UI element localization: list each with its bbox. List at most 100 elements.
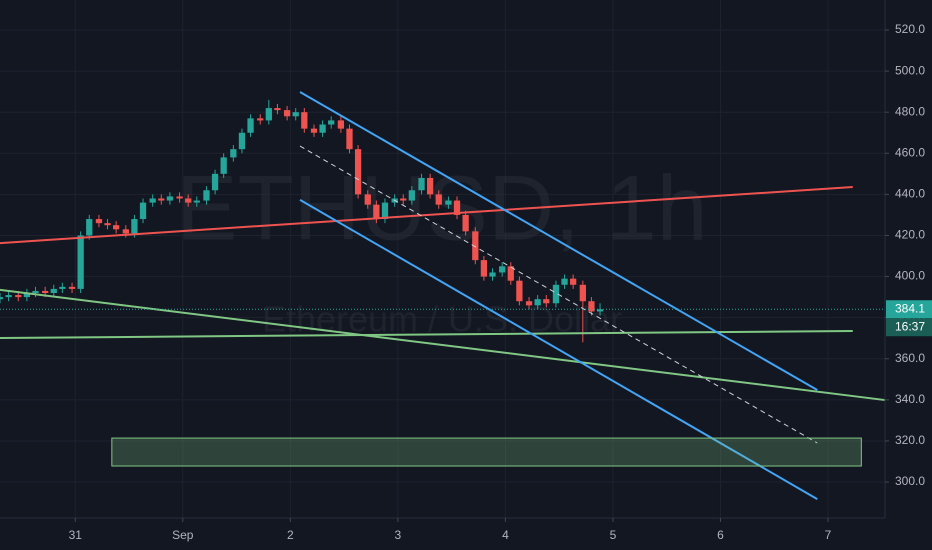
x-tick-label: Sep: [172, 528, 194, 542]
candle-body: [507, 266, 514, 281]
x-tick-label: 6: [717, 528, 724, 542]
candle-body: [247, 118, 254, 133]
candle-body: [472, 231, 479, 261]
zone-rect: [111, 437, 862, 467]
y-tick-label: 320.0: [895, 433, 925, 447]
candle-body: [561, 278, 568, 285]
grid: [0, 0, 885, 518]
candle-body: [193, 200, 200, 203]
y-tick-label: 420.0: [895, 228, 925, 242]
candle-body: [570, 278, 577, 285]
candle-body: [328, 120, 335, 125]
last-price-badge: [886, 300, 932, 319]
x-tick-label: 31: [69, 528, 83, 542]
candle-body: [131, 219, 138, 234]
x-tick-label: 7: [825, 528, 832, 542]
candle-body: [426, 177, 434, 195]
candle-body: [104, 223, 111, 226]
candle-body: [292, 112, 299, 117]
candle-body: [408, 190, 415, 201]
x-tick-label: 2: [287, 528, 294, 542]
candle-body: [418, 177, 425, 191]
candle-body: [23, 293, 31, 298]
candle-body: [301, 112, 308, 129]
candle-body: [50, 288, 57, 294]
candle-body: [220, 157, 227, 174]
candle-body: [552, 284, 560, 304]
candle-body: [5, 295, 12, 298]
candle-body: [59, 286, 66, 289]
y-tick-label: 400.0: [895, 269, 925, 283]
x-tick-label: 3: [395, 528, 402, 542]
trend-line: [0, 288, 886, 402]
candle-body: [0, 297, 4, 300]
candle-body: [445, 200, 452, 205]
candle-body: [354, 149, 362, 195]
candle-body: [230, 149, 237, 158]
candle-body: [588, 301, 595, 312]
candle-body: [499, 266, 506, 273]
candle-body: [346, 128, 353, 150]
candle-body: [274, 108, 281, 111]
watermark: ETHUSD, 1h: [176, 157, 708, 259]
candle-body: [185, 198, 192, 203]
candle-body: [381, 202, 389, 220]
candle-body: [77, 235, 84, 289]
trend-line: [299, 145, 818, 444]
candle-body: [113, 225, 120, 230]
trend-line: [299, 199, 818, 500]
y-tick-label: 460.0: [895, 145, 925, 159]
candle-body: [68, 286, 76, 289]
candle-body: [158, 198, 165, 201]
y-tick-label: 340.0: [895, 392, 925, 406]
candle-body: [166, 196, 174, 201]
y-tick-label: 360.0: [895, 351, 925, 365]
candle-body: [596, 309, 604, 312]
y-tick-label: 300.0: [895, 474, 925, 488]
candle-body: [32, 290, 39, 294]
last-price-label: 384.1: [895, 301, 925, 315]
candle-body: [319, 124, 326, 133]
candle-body: [42, 290, 49, 294]
candle-body: [95, 219, 103, 224]
candle-body: [489, 272, 496, 277]
candle-body: [400, 198, 407, 201]
candle-body: [534, 299, 541, 306]
candle-body: [579, 284, 586, 302]
trend-line: [299, 91, 818, 391]
candle-body: [310, 128, 318, 133]
candle-body: [543, 299, 550, 304]
candle-body: [211, 173, 219, 191]
candle-body: [257, 118, 264, 121]
candle-body: [176, 196, 183, 199]
candle-body: [337, 120, 345, 129]
countdown-label: 16:37: [895, 319, 925, 333]
candle-body: [373, 204, 380, 220]
candle-body: [203, 190, 210, 201]
candle-body: [283, 110, 291, 117]
candle-body: [15, 295, 22, 298]
candle-body: [435, 194, 442, 205]
candle-body: [525, 301, 533, 306]
countdown-badge: [886, 318, 932, 337]
candle-body: [480, 260, 488, 277]
candle-body: [462, 214, 469, 232]
y-tick-label: 500.0: [895, 63, 925, 77]
candle-body: [453, 200, 461, 215]
y-tick-label: 440.0: [895, 187, 925, 201]
candle-body: [86, 219, 93, 236]
candle-body: [139, 202, 147, 220]
axes: 300.0320.0340.0360.0380.0400.0420.0440.0…: [69, 22, 932, 542]
y-tick-label: 520.0: [895, 22, 925, 36]
candle-body: [149, 198, 156, 203]
candle-body: [516, 280, 523, 302]
candle-body: [265, 108, 272, 121]
x-tick-label: 5: [610, 528, 617, 542]
candle-body: [238, 132, 246, 150]
candle-body: [122, 229, 129, 234]
trend-line: [0, 185, 853, 245]
candle-body: [364, 194, 371, 205]
